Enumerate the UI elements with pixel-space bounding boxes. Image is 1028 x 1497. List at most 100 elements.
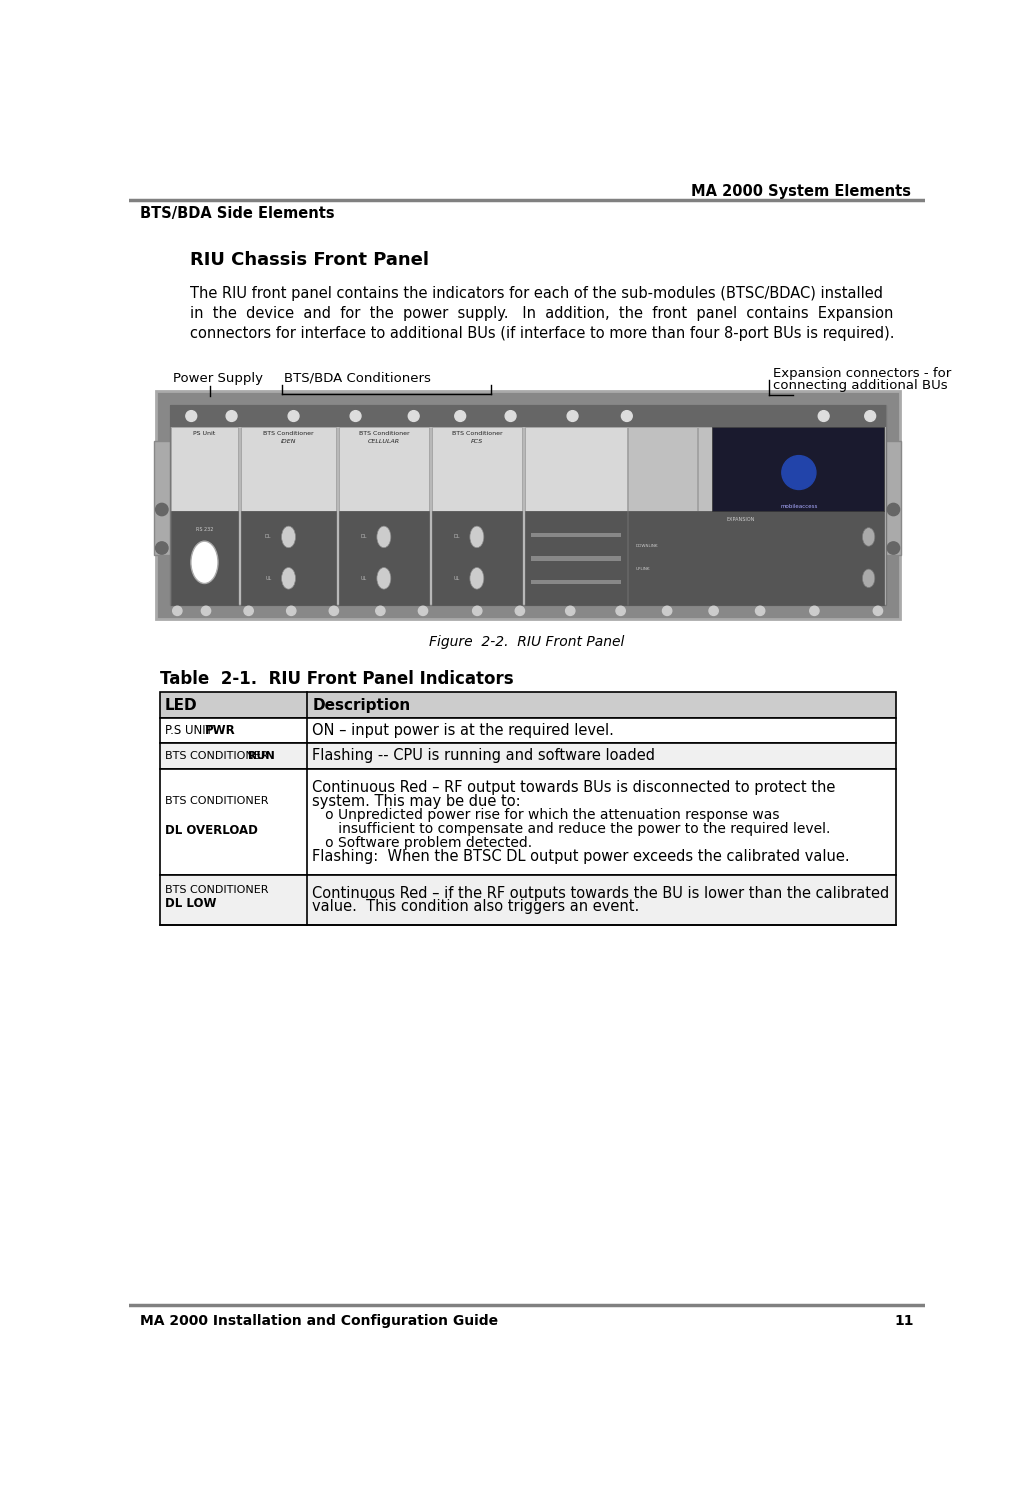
Text: Table  2-1.  RIU Front Panel Indicators: Table 2-1. RIU Front Panel Indicators [159, 669, 513, 687]
Circle shape [887, 503, 900, 515]
Text: LED: LED [164, 698, 197, 713]
Bar [524, 427, 627, 510]
Text: RS 232: RS 232 [195, 527, 213, 531]
Circle shape [288, 410, 299, 422]
Ellipse shape [377, 525, 391, 548]
Ellipse shape [470, 525, 484, 548]
Circle shape [565, 606, 575, 615]
Text: UL: UL [453, 576, 460, 581]
Circle shape [505, 410, 516, 422]
Text: BTS Conditioner: BTS Conditioner [359, 431, 409, 437]
Circle shape [621, 410, 632, 422]
Text: RIU Chassis Front Panel: RIU Chassis Front Panel [190, 251, 430, 269]
Text: system. This may be due to:: system. This may be due to: [313, 793, 521, 808]
Bar [628, 427, 697, 510]
Bar [241, 510, 336, 605]
Circle shape [418, 606, 428, 615]
Circle shape [473, 606, 482, 615]
Text: DL OVERLOAD: DL OVERLOAD [164, 823, 258, 837]
Text: EXPANSION: EXPANSION [727, 516, 755, 522]
Text: The RIU front panel contains the indicators for each of the sub-modules (BTSC/BD: The RIU front panel contains the indicat… [190, 286, 883, 301]
Circle shape [226, 410, 237, 422]
Ellipse shape [282, 525, 295, 548]
Text: Flashing:  When the BTSC DL output power exceeds the calibrated value.: Flashing: When the BTSC DL output power … [313, 849, 850, 864]
Text: BTS CONDITIONER: BTS CONDITIONER [164, 795, 272, 805]
Ellipse shape [862, 569, 875, 587]
Circle shape [782, 455, 816, 490]
Bar [159, 744, 895, 768]
Text: mobileaccess: mobileaccess [780, 504, 817, 509]
Circle shape [155, 503, 168, 515]
Text: PCS: PCS [471, 439, 483, 445]
Text: connectors for interface to additional BUs (if interface to more than four 8-por: connectors for interface to additional B… [190, 326, 895, 341]
Bar [338, 427, 430, 510]
Bar [159, 693, 895, 719]
Bar [159, 768, 895, 874]
Text: insufficient to compensate and reduce the power to the required level.: insufficient to compensate and reduce th… [313, 822, 831, 835]
Bar [159, 874, 895, 925]
Circle shape [873, 606, 883, 615]
Bar [338, 510, 430, 605]
Text: DL: DL [453, 534, 460, 539]
Bar [884, 442, 902, 555]
Bar [524, 510, 627, 605]
Circle shape [173, 606, 182, 615]
Text: Power Supply: Power Supply [174, 371, 263, 385]
Text: DL: DL [265, 534, 271, 539]
Text: Continuous Red – if the RF outputs towards the BU is lower than the calibrated: Continuous Red – if the RF outputs towar… [313, 886, 889, 901]
Circle shape [186, 410, 196, 422]
Text: Expansion connectors - for: Expansion connectors - for [773, 367, 952, 380]
Text: o Unpredicted power rise for which the attenuation response was: o Unpredicted power rise for which the a… [313, 808, 779, 822]
Bar [530, 533, 621, 537]
Bar [155, 391, 900, 618]
Ellipse shape [191, 540, 218, 584]
Text: CELLULAR: CELLULAR [368, 439, 400, 445]
Text: MA 2000 Installation and Configuration Guide: MA 2000 Installation and Configuration G… [140, 1314, 499, 1328]
Circle shape [329, 606, 338, 615]
Text: PWR: PWR [205, 725, 235, 737]
Text: MA 2000 System Elements: MA 2000 System Elements [691, 184, 911, 199]
Circle shape [375, 606, 386, 615]
Text: connecting additional BUs: connecting additional BUs [773, 380, 948, 392]
Text: BTS Conditioner: BTS Conditioner [451, 431, 502, 437]
Text: BTS/BDA Conditioners: BTS/BDA Conditioners [284, 371, 431, 385]
Bar [698, 427, 884, 510]
Circle shape [810, 606, 819, 615]
Text: o Software problem detected.: o Software problem detected. [313, 835, 533, 850]
Text: UL: UL [265, 576, 271, 581]
Text: ON – input power is at the required level.: ON – input power is at the required leve… [313, 723, 614, 738]
Text: BTS CONDITIONER: BTS CONDITIONER [164, 885, 272, 895]
Circle shape [818, 410, 830, 422]
Circle shape [567, 410, 578, 422]
Ellipse shape [282, 567, 295, 590]
Circle shape [244, 606, 253, 615]
Text: PS Unit: PS Unit [193, 431, 216, 437]
Text: UPLINK: UPLINK [636, 567, 651, 570]
Circle shape [351, 410, 361, 422]
Bar [171, 427, 237, 510]
Text: IDEN: IDEN [281, 439, 296, 445]
Ellipse shape [862, 527, 875, 546]
Bar [159, 719, 895, 744]
Text: DL LOW: DL LOW [164, 898, 217, 910]
Text: DOWNLINK: DOWNLINK [636, 545, 659, 548]
Bar [170, 406, 886, 427]
Bar [171, 510, 237, 605]
Bar [712, 427, 884, 510]
Text: Figure  2-2.  RIU Front Panel: Figure 2-2. RIU Front Panel [429, 635, 625, 648]
Circle shape [709, 606, 719, 615]
Circle shape [454, 410, 466, 422]
Ellipse shape [377, 567, 391, 590]
Text: Flashing -- CPU is running and software loaded: Flashing -- CPU is running and software … [313, 748, 655, 763]
Circle shape [155, 542, 168, 554]
Text: Continuous Red – RF output towards BUs is disconnected to protect the: Continuous Red – RF output towards BUs i… [313, 780, 836, 795]
Circle shape [408, 410, 419, 422]
Text: RUN: RUN [248, 751, 274, 760]
Text: BTS Conditioner: BTS Conditioner [263, 431, 314, 437]
Bar [432, 510, 522, 605]
Text: BTS CONDITIONER: BTS CONDITIONER [164, 751, 272, 760]
Bar [628, 510, 884, 605]
Text: in  the  device  and  for  the  power  supply.   In  addition,  the  front  pane: in the device and for the power supply. … [190, 305, 894, 322]
Text: 11: 11 [894, 1314, 914, 1328]
Bar [530, 579, 621, 584]
